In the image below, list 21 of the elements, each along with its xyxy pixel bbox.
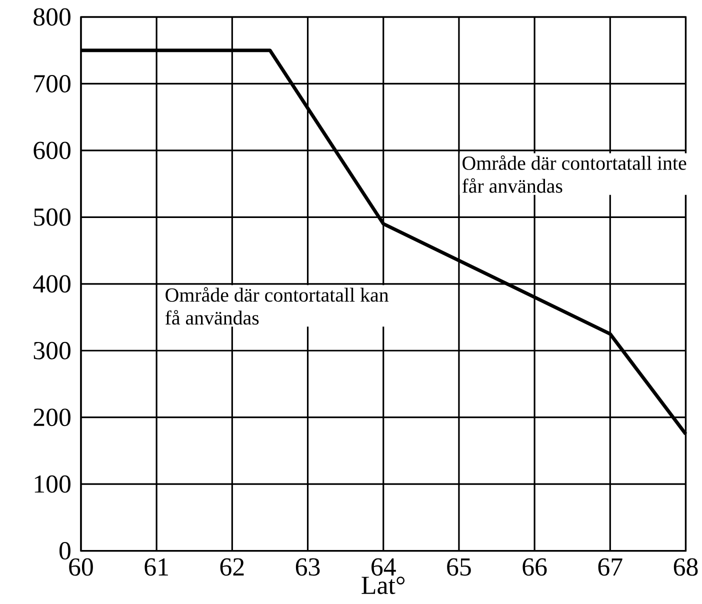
x-tick-label: 68 [674, 558, 698, 576]
y-tick-label: 200 [34, 408, 70, 426]
y-tick-label: 500 [34, 208, 70, 226]
x-tick-label: 60 [69, 558, 93, 576]
y-tick-label: 0 [59, 542, 70, 560]
y-tick-label: 100 [34, 475, 70, 493]
x-tick-label: 62 [220, 558, 244, 576]
x-tick-label: 66 [522, 558, 547, 576]
annotation: Område där contortatall kan få användas [165, 287, 388, 325]
x-tick-label: 64 [372, 558, 396, 576]
x-axis-title: Lat° [362, 576, 405, 594]
x-tick-label: 61 [144, 558, 168, 576]
y-tick-label: 800 [34, 8, 70, 26]
y-tick-label: 400 [33, 275, 70, 293]
y-tick-label: 700 [34, 75, 70, 93]
x-tick-label: 67 [598, 558, 622, 576]
annotation: Område där contortatall inte får användas [462, 155, 686, 193]
x-tick-label: 63 [296, 558, 320, 576]
y-tick-label: 600 [34, 142, 70, 160]
y-tick-label: 300 [34, 342, 70, 360]
x-tick-label: 65 [447, 558, 471, 576]
